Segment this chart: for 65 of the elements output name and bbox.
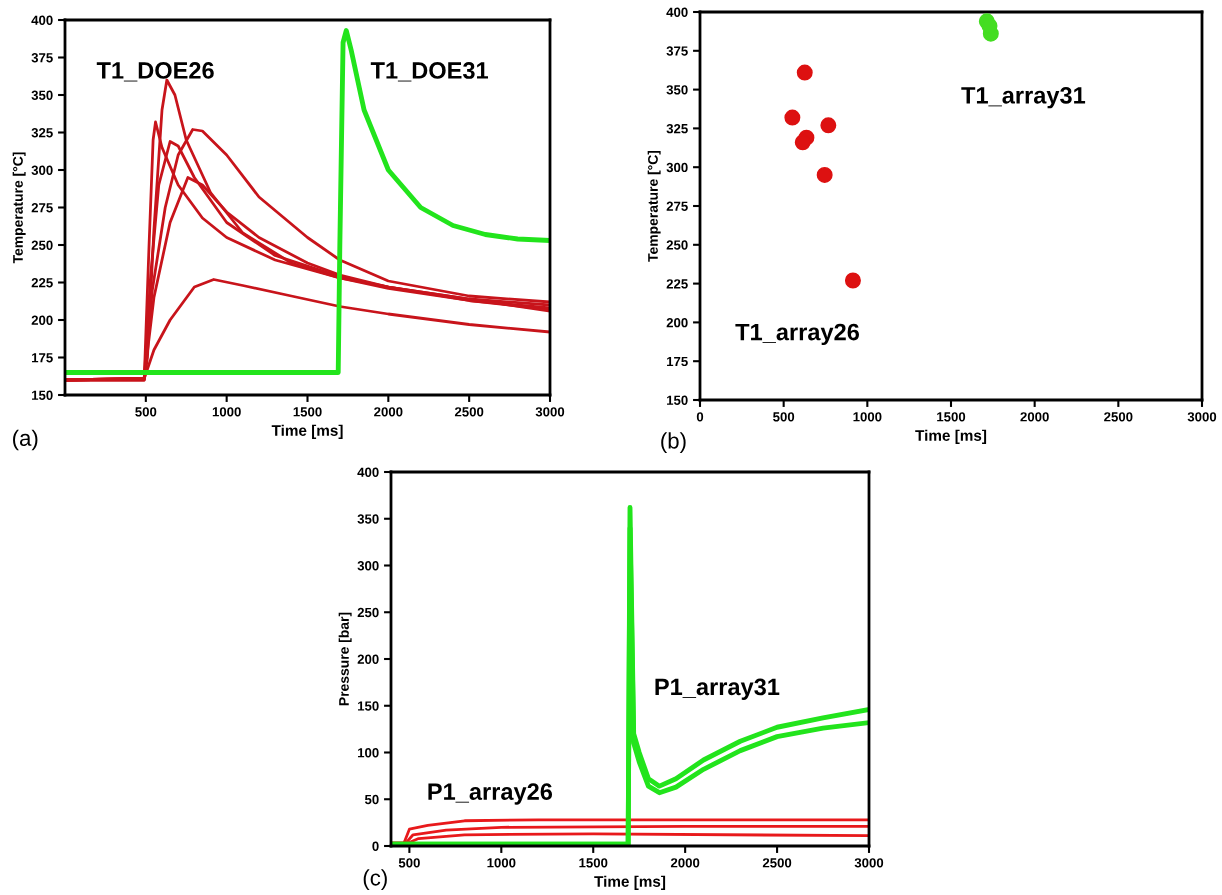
x-tick-label: 3000 <box>535 407 565 417</box>
y-tick-label: 300 <box>31 165 53 175</box>
x-tick-label: 2000 <box>1020 412 1049 422</box>
y-tick-label: 200 <box>31 315 53 325</box>
y-tick-label: 250 <box>666 240 688 250</box>
y-tick-label: 175 <box>667 356 688 367</box>
y-tick-label: 175 <box>32 353 53 363</box>
y-tick-label: 400 <box>357 467 379 477</box>
y-tick-label: 100 <box>358 748 379 758</box>
y-tick-label: 225 <box>31 278 53 288</box>
x-tick-label: 1500 <box>293 407 322 417</box>
x-tick-label: 500 <box>773 412 795 422</box>
x-tick-label: 2000 <box>670 858 700 868</box>
y-tick-label: 225 <box>666 279 688 289</box>
y-tick-label: 250 <box>357 607 379 618</box>
x-tick-label: 1500 <box>579 858 608 868</box>
x-tick-label: 1000 <box>487 858 516 868</box>
y-tick-label: 350 <box>357 514 379 524</box>
y-axis-title: Temperature [°C] <box>12 152 26 264</box>
annotation: T1_array26 <box>735 323 860 346</box>
x-axis-title: Time [ms] <box>271 424 343 439</box>
y-tick-label: 350 <box>666 85 688 95</box>
x-tick-label: 2500 <box>454 407 484 417</box>
y-axis-title: Pressure [bar] <box>338 612 352 706</box>
y-tick-label: 300 <box>357 561 379 571</box>
y-tick-label: 375 <box>666 46 688 56</box>
text: (b) <box>661 432 686 454</box>
annotation: T1_DOE26 <box>96 62 214 82</box>
annotation: T1_DOE31 <box>370 62 489 82</box>
x-tick-label: 2500 <box>762 858 792 868</box>
x-tick-label: 1500 <box>937 412 966 422</box>
y-tick-label: 150 <box>32 390 53 400</box>
y-tick-label: 350 <box>31 90 53 100</box>
y-tick-label: 275 <box>31 203 53 213</box>
annotation: P1_array31 <box>655 678 780 700</box>
x-tick-label: 2500 <box>1104 412 1133 422</box>
x-tick-label: 500 <box>135 407 157 417</box>
annotation: T1_array31 <box>961 86 1086 109</box>
y-tick-label: 250 <box>31 240 53 250</box>
x-axis-title: Time [ms] <box>915 429 987 444</box>
y-tick-label: 400 <box>31 15 53 25</box>
y-tick-label: 200 <box>666 317 688 328</box>
y-tick-label: 275 <box>666 201 688 211</box>
x-tick-label: 1000 <box>853 412 882 422</box>
x-tick-label: 3000 <box>854 858 884 868</box>
y-tick-label: 150 <box>358 701 379 711</box>
y-tick-label: 150 <box>667 395 688 405</box>
x-tick-label: 2000 <box>374 407 403 417</box>
text: (a) <box>13 429 38 451</box>
y-tick-label: 400 <box>666 7 688 17</box>
y-tick-label: 375 <box>31 53 53 63</box>
y-tick-label: 325 <box>31 128 53 138</box>
annotation: P1_array26 <box>428 783 553 805</box>
x-axis-title: Time [ms] <box>594 875 666 890</box>
x-tick-label: 500 <box>398 858 420 868</box>
text: (c) <box>363 869 387 891</box>
y-axis-title: Temperature [°C] <box>647 150 661 262</box>
x-tick-label: 0 <box>696 412 704 422</box>
y-tick-label: 300 <box>666 162 688 173</box>
y-tick-label: 50 <box>364 794 379 805</box>
y-tick-label: 0 <box>372 841 379 851</box>
y-tick-label: 325 <box>666 123 688 134</box>
x-tick-label: 1000 <box>212 407 241 417</box>
x-tick-label: 3000 <box>1187 412 1217 422</box>
y-tick-label: 200 <box>357 654 379 664</box>
